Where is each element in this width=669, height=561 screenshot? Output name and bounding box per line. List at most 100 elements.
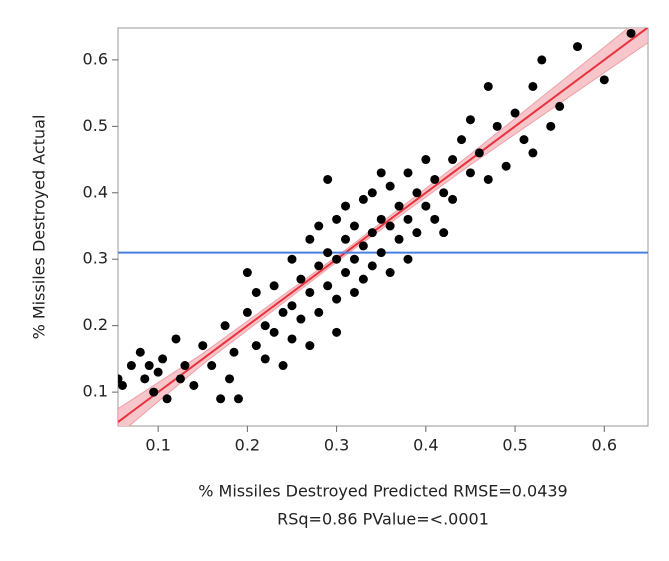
point [242,307,252,317]
point [251,287,261,297]
point [385,221,395,231]
point [180,361,190,371]
y-tick-label: 0.4 [83,182,108,201]
point [260,321,270,331]
point [287,254,297,264]
point [296,274,306,284]
point [269,281,279,291]
point [332,254,342,264]
point [305,287,315,297]
point [421,155,431,165]
point [483,174,493,184]
point [171,334,181,344]
point [314,261,324,271]
point [421,201,431,211]
point [126,361,136,371]
point [118,374,123,384]
point [430,174,440,184]
y-axis-label: % Missiles Destroyed Actual [30,115,49,340]
point [376,248,386,258]
point [153,367,163,377]
point [229,347,239,357]
point [349,254,359,264]
point [492,121,502,131]
fit-line [118,28,648,423]
point [305,234,315,244]
point [376,168,386,178]
point [189,380,199,390]
point [626,28,636,38]
point [474,148,484,158]
point [162,394,172,404]
point [367,188,377,198]
point [412,228,422,238]
point [599,75,609,85]
point [448,155,458,165]
point [430,214,440,224]
point [439,228,449,238]
point [220,321,230,331]
point [501,161,511,171]
point [287,301,297,311]
x-tick-label: 0.6 [592,436,617,455]
point [158,354,168,364]
point [198,341,208,351]
point [573,42,583,52]
point [367,261,377,271]
y-tick-label: 0.6 [83,49,108,68]
point [135,347,145,357]
point [216,394,226,404]
y-tick-label: 0.2 [83,315,108,334]
point [323,248,333,258]
point [385,268,395,278]
y-tick-label: 0.1 [83,382,108,401]
point [358,274,368,284]
point [394,201,404,211]
point [341,201,351,211]
x-axis-label: RSq=0.86 PValue=<.0001 [277,510,489,529]
point [403,254,413,264]
point [448,194,458,204]
point [314,221,324,231]
point [546,121,556,131]
point [465,115,475,125]
point [528,148,538,158]
point [278,307,288,317]
point [519,135,529,145]
x-axis-label: % Missiles Destroyed Predicted RMSE=0.04… [198,482,567,501]
point [394,234,404,244]
point [358,194,368,204]
point [341,268,351,278]
point [149,387,159,397]
confidence-band [118,28,648,426]
x-tick-label: 0.4 [413,436,438,455]
point [278,361,288,371]
point [225,374,235,384]
point [332,214,342,224]
point [439,188,449,198]
point [341,234,351,244]
point [403,168,413,178]
y-tick-label: 0.3 [83,249,108,268]
point [287,334,297,344]
point [385,181,395,191]
point [412,188,422,198]
point [144,361,154,371]
point [175,374,185,384]
point [349,287,359,297]
point [483,81,493,91]
point [510,108,520,118]
point [323,281,333,291]
x-tick-label: 0.1 [145,436,170,455]
y-tick-label: 0.5 [83,116,108,135]
point [207,361,217,371]
axes: 0.1 0.2 0.3 0.4 0.5 0.6 0.1 0.2 0.3 0.4 0.5 0.6 [83,49,617,454]
point [537,55,547,65]
point [349,221,359,231]
point [233,394,243,404]
point [296,314,306,324]
point [305,341,315,351]
point [403,214,413,224]
